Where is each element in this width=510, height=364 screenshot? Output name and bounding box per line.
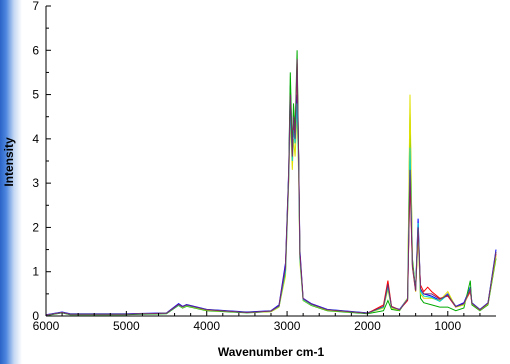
y-tick-label: 6 (32, 43, 39, 57)
series-group (45, 50, 497, 317)
y-tick-label: 0 (32, 309, 39, 323)
series-line-6 (45, 59, 497, 316)
y-tick-label: 5 (32, 88, 39, 102)
axes-group: 6000 5000 4000 3000 2000 1000 0 1 2 3 4 5 6 7 (32, 0, 496, 333)
x-tick-label: 2000 (354, 319, 381, 333)
y-tick-label: 3 (32, 176, 39, 190)
y-tick-label: 4 (32, 132, 39, 146)
y-tick-label: 2 (32, 220, 39, 234)
x-axis-title: Wavenumber cm-1 (218, 345, 325, 359)
x-tick-label: 6000 (33, 319, 60, 333)
y-tick-label: 7 (32, 0, 39, 13)
x-tick-label: 4000 (193, 319, 220, 333)
plot-area (46, 6, 496, 316)
x-tick-label: 5000 (113, 319, 140, 333)
x-tick-label: 3000 (274, 319, 301, 333)
y-axis-title: Intensity (2, 137, 16, 187)
x-tick-label: 1000 (434, 319, 461, 333)
y-tick-label: 1 (32, 265, 39, 279)
